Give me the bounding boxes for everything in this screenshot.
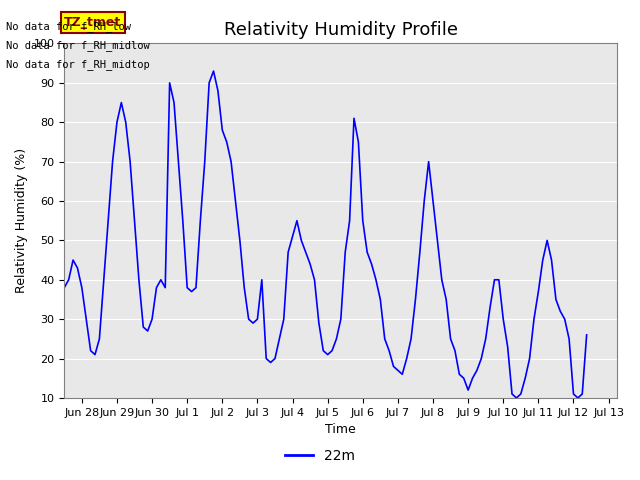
Legend: 22m: 22m xyxy=(280,443,360,468)
Title: Relativity Humidity Profile: Relativity Humidity Profile xyxy=(224,21,458,39)
Text: No data for f_RH_midlow: No data for f_RH_midlow xyxy=(6,40,150,51)
Y-axis label: Relativity Humidity (%): Relativity Humidity (%) xyxy=(15,148,28,293)
Text: No data for f_RH_low: No data for f_RH_low xyxy=(6,21,131,32)
Text: TZ_tmet: TZ_tmet xyxy=(64,16,122,29)
X-axis label: Time: Time xyxy=(326,423,356,436)
Text: No data for f_RH_midtop: No data for f_RH_midtop xyxy=(6,59,150,70)
